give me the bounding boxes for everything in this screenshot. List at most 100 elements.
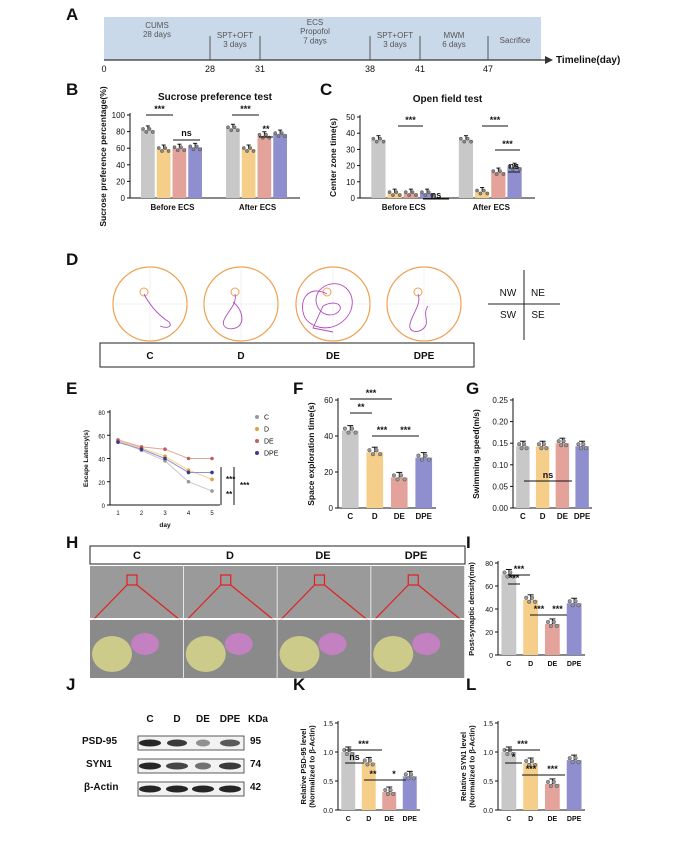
data-point <box>416 453 421 458</box>
data-point <box>399 473 404 478</box>
data-point <box>522 442 527 447</box>
significance-label: *** <box>405 115 416 125</box>
em-zoom-line <box>280 584 315 621</box>
data-point <box>182 148 187 152</box>
data-point <box>502 570 507 575</box>
y-tick-label: 0 <box>121 194 126 203</box>
timeline-tick: 47 <box>483 64 493 74</box>
em-postsynaptic-region <box>224 633 253 655</box>
data-point <box>387 190 392 194</box>
maze-platform <box>139 287 149 297</box>
x-category-label: D <box>528 661 533 668</box>
data-point <box>545 779 550 784</box>
significance-label: *** <box>517 739 528 749</box>
em-presynaptic-region <box>373 636 414 672</box>
data-point <box>548 783 553 788</box>
wb-band <box>139 785 161 793</box>
bar-c <box>371 139 386 198</box>
data-point <box>188 144 193 149</box>
chart-c: Open field test 0 10 20 30 40 50 Center zone ti… <box>328 94 535 212</box>
data-point <box>194 144 199 149</box>
significance-label: *** <box>534 604 545 614</box>
data-point <box>368 758 373 763</box>
data-point <box>462 139 467 144</box>
data-point <box>544 446 549 451</box>
data-point <box>141 127 145 131</box>
bar-d <box>475 191 490 198</box>
wb-band <box>220 739 240 747</box>
data-point <box>172 145 177 149</box>
y-tick-label: 1.5 <box>323 721 333 728</box>
x-category-label: DPE <box>574 512 591 521</box>
significance-label: ** <box>226 490 233 499</box>
data-point <box>541 442 546 447</box>
data-point <box>186 479 191 484</box>
bar-de <box>172 148 187 198</box>
data-point <box>573 599 578 604</box>
data-point <box>501 172 506 176</box>
data-point <box>505 574 510 579</box>
data-point <box>283 134 287 138</box>
y-tick-label: 0.20 <box>492 418 508 427</box>
data-point <box>419 457 424 462</box>
data-point <box>367 448 372 453</box>
swim-path <box>302 283 353 333</box>
y-tick-label: 0.05 <box>492 482 508 491</box>
maze-label-de: DE <box>326 351 340 362</box>
significance-label: *** <box>358 739 369 749</box>
y-tick-label: 0.10 <box>492 461 508 470</box>
wb-band <box>139 762 161 770</box>
bar-dpe <box>273 134 287 198</box>
bar-c <box>516 446 530 508</box>
bar-de <box>382 792 397 810</box>
data-point <box>365 762 370 767</box>
x-category-label: DE <box>384 816 394 823</box>
significance-label: ** <box>369 769 377 779</box>
panel-letter-l: L <box>466 675 476 694</box>
data-point <box>511 752 516 757</box>
y-tick-label: 30 <box>346 145 355 154</box>
data-point <box>273 131 278 135</box>
wb-strip <box>137 758 245 774</box>
em-overview-image <box>277 566 371 618</box>
wb-header-kda: KDa <box>248 714 268 725</box>
maze-label-d: D <box>237 351 244 362</box>
bar-dpe <box>566 603 582 655</box>
data-point <box>163 146 168 150</box>
data-point <box>524 446 529 451</box>
em-label-dpe: DPE <box>405 550 428 562</box>
data-point <box>198 147 202 152</box>
data-point <box>556 439 561 444</box>
significance-label: *** <box>366 388 377 398</box>
data-point <box>156 146 161 150</box>
data-point <box>370 762 375 767</box>
bar-d <box>366 452 384 508</box>
bar-c <box>341 752 356 810</box>
wb-band <box>192 785 214 793</box>
em-postsynaptic-region <box>131 633 159 655</box>
significance-label: ** <box>357 402 365 412</box>
data-point <box>378 452 383 457</box>
wb-band <box>166 762 188 770</box>
y-tick-label: 0.0 <box>483 808 493 815</box>
data-point <box>245 149 249 153</box>
em-postsynaptic-region <box>412 633 441 655</box>
bar-d <box>241 149 256 198</box>
data-point <box>570 760 575 765</box>
em-zoom-line <box>92 584 128 621</box>
data-point <box>551 619 556 624</box>
data-point <box>394 190 399 194</box>
bar-c <box>501 752 517 810</box>
legend-label: DPE <box>264 451 279 458</box>
y-tick-label: 60 <box>485 584 493 591</box>
x-category-label: C <box>347 512 353 521</box>
bar-c <box>341 430 359 508</box>
western-blot-panel: C D DE DPE KDa PSD-95 SYN1 β-Actin 95 74… <box>82 714 268 797</box>
chart-b: Sucrose preference test 0 20 40 60 80 100 Sucro… <box>98 86 300 227</box>
chart-i: 0 20 40 60 80 Post-synaptic density(nm) C D DE DP… <box>467 561 585 668</box>
wb-protein-psd95: PSD-95 <box>82 736 117 747</box>
data-point <box>567 756 572 761</box>
data-point <box>426 190 431 194</box>
y-tick-label: 0.00 <box>492 504 508 513</box>
